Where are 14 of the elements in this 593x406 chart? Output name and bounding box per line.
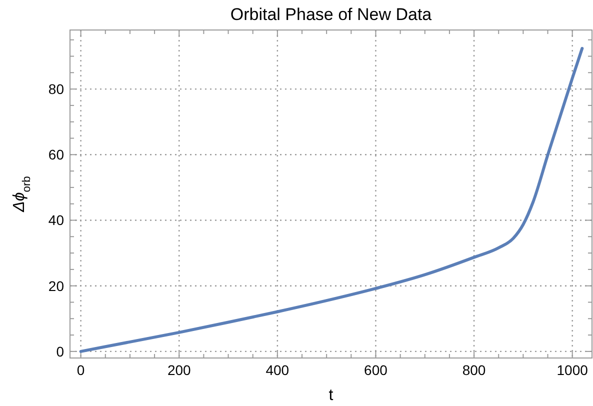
x-tick-label: 0 — [76, 362, 85, 378]
x-tick-label: 400 — [266, 362, 290, 378]
y-tick-label: 20 — [48, 278, 64, 294]
x-axis-title: t — [328, 387, 334, 404]
y-tick-label: 40 — [48, 212, 64, 228]
chart-title: Orbital Phase of New Data — [230, 5, 432, 24]
x-tick-label: 1000 — [556, 362, 588, 378]
y-tick-label: 80 — [48, 81, 64, 98]
y-tick-label: 0 — [56, 343, 64, 360]
y-tick-label: 60 — [48, 146, 64, 163]
line-series — [79, 46, 584, 353]
x-tick-label: 600 — [364, 362, 388, 378]
x-tick-label: 200 — [167, 362, 192, 378]
x-tick-label: 800 — [462, 362, 486, 378]
